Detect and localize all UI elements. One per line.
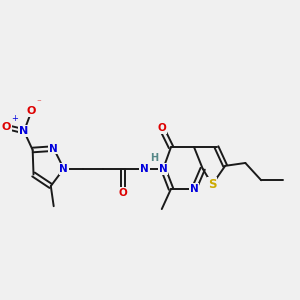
Text: N: N — [140, 164, 149, 174]
Text: O: O — [2, 122, 11, 132]
Text: N: N — [190, 184, 198, 194]
Text: N: N — [20, 126, 28, 136]
Text: O: O — [158, 123, 166, 134]
Text: O: O — [27, 106, 36, 116]
Text: N: N — [159, 164, 168, 174]
Text: +: + — [11, 115, 18, 124]
Text: N: N — [49, 144, 58, 154]
Text: H: H — [150, 153, 158, 163]
Text: O: O — [118, 188, 127, 198]
Text: ⁻: ⁻ — [37, 99, 41, 108]
Text: S: S — [208, 178, 217, 191]
Text: N: N — [59, 164, 68, 174]
